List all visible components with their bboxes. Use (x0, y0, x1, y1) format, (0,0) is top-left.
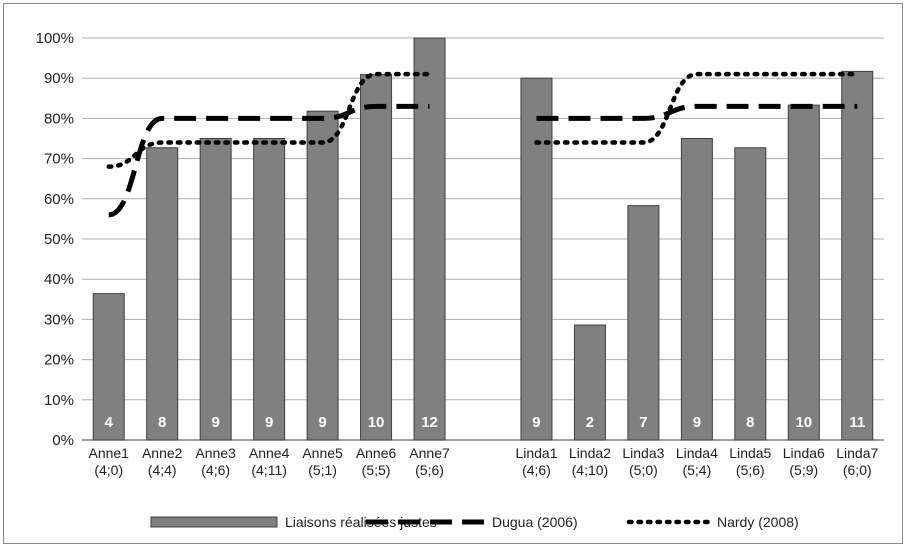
bar-data-label: 2 (586, 414, 594, 431)
bar (573, 324, 606, 441)
y-tick-label: 100% (36, 30, 74, 47)
y-tick-label: 80% (44, 110, 74, 127)
bar-data-label: 9 (532, 414, 540, 431)
x-tick-label: Linda5 (729, 445, 771, 461)
bar-data-label: 7 (639, 414, 647, 431)
bar (360, 74, 393, 441)
x-tick-label: Anne5 (302, 445, 343, 461)
x-tick-label: Anne3 (195, 445, 236, 461)
y-tick-label: 0% (52, 432, 74, 449)
x-tick-label: Linda3 (622, 445, 664, 461)
bar-data-label: 11 (849, 414, 865, 431)
x-tick-sublabel: (5;6) (736, 462, 765, 478)
bar-data-label: 8 (158, 414, 166, 431)
x-tick-label: Linda4 (676, 445, 718, 461)
bar (413, 37, 446, 441)
y-tick-label: 30% (44, 311, 74, 328)
y-tick-label: 70% (44, 151, 74, 168)
x-tick-sublabel: (4;6) (522, 462, 551, 478)
bar-data-label: 10 (795, 414, 812, 431)
x-tick-label: Linda2 (569, 445, 611, 461)
bar-line-chart: 0% 10% 20% 30% 40% 50% 60% 70% 80% 90% 100% 4 8 9 9 9 1… (36, 30, 884, 530)
x-tick-sublabel: (4;10) (572, 462, 609, 478)
x-tick-sublabel: (6;0) (843, 462, 872, 478)
bar (787, 104, 820, 441)
bar-data-label: 8 (746, 414, 754, 431)
bar (199, 138, 232, 441)
x-tick-sublabel: (4;6) (201, 462, 230, 478)
x-tick-sublabel: (5;5) (362, 462, 391, 478)
bar (92, 293, 125, 441)
chart-frame: 0% 10% 20% 30% 40% 50% 60% 70% 80% 90% 100% 4 8 9 9 9 1… (3, 3, 903, 544)
x-tick-label: Linda6 (783, 445, 825, 461)
y-tick-label: 20% (44, 352, 74, 369)
bar-data-label: 4 (105, 414, 114, 431)
y-tick-label: 60% (44, 191, 74, 208)
nardy-line (106, 71, 432, 169)
x-tick-label: Anne7 (409, 445, 450, 461)
bar (306, 110, 339, 441)
x-tick-label: Anne4 (249, 445, 290, 461)
legend-label: Liaisons réalisées justes (285, 514, 437, 530)
bar-data-label: 9 (265, 414, 273, 431)
x-tick-label: Anne1 (88, 445, 129, 461)
bar-data-label: 9 (318, 414, 326, 431)
legend-label: Dugua (2006) (492, 514, 578, 530)
y-tick-label: 10% (44, 392, 74, 409)
legend-label: Nardy (2008) (717, 514, 799, 530)
bar-data-label: 10 (368, 414, 385, 431)
bar-series: 4 8 9 9 9 10 12 9 2 7 9 8 10 11 (92, 37, 874, 441)
legend: Liaisons réalisées justes Dugua (2006) Nar… (150, 514, 799, 530)
bar (734, 147, 767, 441)
x-tick-label: Linda1 (515, 445, 557, 461)
legend-swatch-bars (150, 516, 278, 528)
bar (520, 77, 553, 441)
x-tick-sublabel: (4;4) (148, 462, 177, 478)
nardy-line (534, 71, 860, 145)
dugua-line (536, 103, 858, 121)
bar (841, 70, 874, 441)
line-series (106, 71, 860, 218)
x-tick-sublabel: (5;6) (415, 462, 444, 478)
bar-data-label: 9 (211, 414, 219, 431)
x-axis: Anne1(4;0)Anne2(4;4)Anne3(4;6)Anne4(4;11… (88, 445, 878, 478)
y-tick-label: 90% (44, 70, 74, 87)
y-tick-label: 40% (44, 271, 74, 288)
x-tick-label: Linda7 (836, 445, 878, 461)
bar (253, 138, 286, 441)
x-tick-sublabel: (5;0) (629, 462, 658, 478)
bar (680, 138, 713, 441)
x-tick-sublabel: (5;1) (308, 462, 337, 478)
bar (146, 147, 179, 441)
y-tick-label: 50% (44, 231, 74, 248)
x-tick-sublabel: (4;0) (94, 462, 123, 478)
bar-data-label: 9 (693, 414, 701, 431)
bar-data-label: 12 (421, 414, 438, 431)
x-tick-label: Anne6 (356, 445, 397, 461)
x-tick-sublabel: (5;9) (789, 462, 818, 478)
x-tick-sublabel: (4;11) (251, 462, 287, 478)
dugua-line (108, 103, 430, 218)
x-tick-label: Anne2 (142, 445, 183, 461)
x-tick-sublabel: (5;4) (682, 462, 711, 478)
bar (627, 205, 660, 441)
